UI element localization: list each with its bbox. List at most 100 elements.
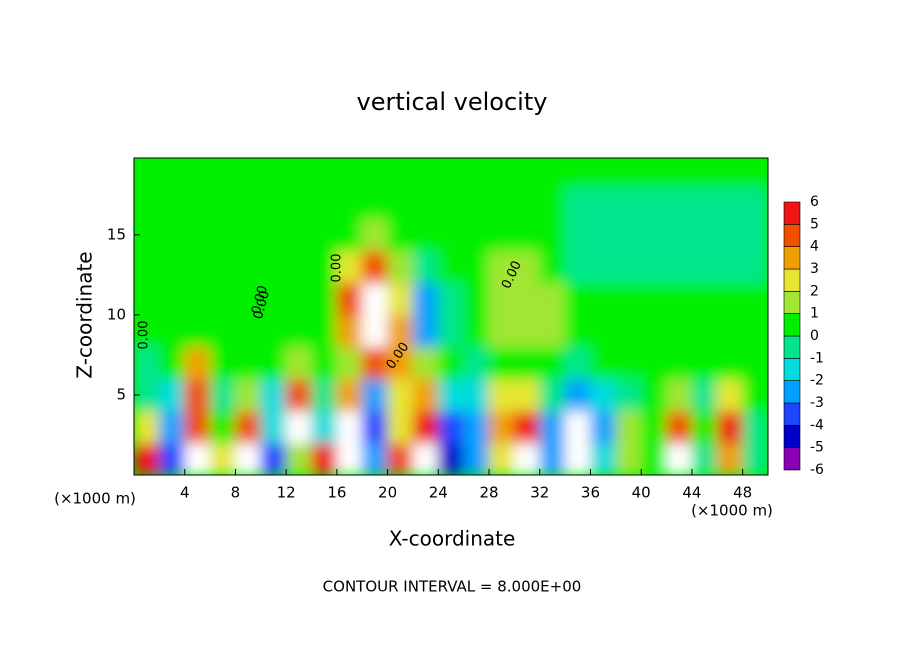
cell xyxy=(134,346,160,380)
cell xyxy=(311,158,338,188)
cell xyxy=(234,218,262,252)
cell xyxy=(640,378,668,412)
cell xyxy=(716,314,744,348)
cell xyxy=(691,186,718,220)
cell xyxy=(564,346,591,380)
cell xyxy=(234,158,262,188)
cell xyxy=(666,250,693,284)
cell xyxy=(158,314,186,348)
cell xyxy=(463,218,490,252)
cell xyxy=(134,250,160,284)
cell xyxy=(742,186,768,220)
cell xyxy=(666,346,693,380)
cell xyxy=(615,410,642,444)
cell xyxy=(285,378,313,412)
y-axis-title: Z-coordinate xyxy=(73,251,97,378)
y-tick-label: 10 xyxy=(107,305,126,323)
cell xyxy=(691,346,718,380)
cell xyxy=(666,282,693,316)
cell xyxy=(260,158,287,188)
cell xyxy=(716,158,744,188)
colorbar-tick-label: 1 xyxy=(810,306,819,322)
cell xyxy=(336,158,363,188)
cell xyxy=(361,218,389,252)
cell xyxy=(742,158,768,188)
cell xyxy=(387,186,414,220)
cell xyxy=(742,346,768,380)
cell xyxy=(716,282,744,316)
colorbar-swatch xyxy=(783,201,801,225)
colorbar-tick-label: -5 xyxy=(810,440,824,456)
cell xyxy=(716,218,744,252)
cell xyxy=(209,218,236,252)
cell xyxy=(463,158,490,188)
cell xyxy=(311,314,338,348)
cell xyxy=(716,186,744,220)
x-axis-title: X-coordinate xyxy=(389,527,516,551)
cell xyxy=(539,218,566,252)
cell xyxy=(336,218,363,252)
cell xyxy=(615,282,642,316)
x-tick-label: 32 xyxy=(530,484,549,502)
cell xyxy=(134,442,160,475)
footer-note: CONTOUR INTERVAL = 8.000E+00 xyxy=(323,578,582,596)
cell xyxy=(158,158,186,188)
cell xyxy=(387,314,414,348)
cell xyxy=(412,158,439,188)
cell xyxy=(361,378,389,412)
cell xyxy=(666,378,693,412)
cell xyxy=(513,250,541,284)
cell xyxy=(361,314,389,348)
colorbar-tick-label: -4 xyxy=(810,417,824,433)
cell xyxy=(285,346,313,380)
cell xyxy=(134,282,160,316)
cell xyxy=(158,282,186,316)
cell xyxy=(184,410,211,444)
cell xyxy=(666,218,693,252)
cell xyxy=(488,346,515,380)
cell xyxy=(742,218,768,252)
cell xyxy=(564,250,591,284)
colorbar-tick-label: -2 xyxy=(810,373,824,389)
cell xyxy=(437,158,465,188)
cell xyxy=(336,442,363,475)
cell xyxy=(539,346,566,380)
cell xyxy=(589,158,617,188)
colorbar-swatch xyxy=(783,224,801,247)
cell xyxy=(285,442,313,475)
colorbar-tick-label: 0 xyxy=(810,328,819,344)
cell xyxy=(260,410,287,444)
cell xyxy=(564,378,591,412)
cell xyxy=(691,158,718,188)
cell xyxy=(209,282,236,316)
cell xyxy=(463,282,490,316)
cell xyxy=(412,442,439,475)
cell xyxy=(488,218,515,252)
y-tick-label: 5 xyxy=(116,385,126,403)
cell xyxy=(336,282,363,316)
cell xyxy=(234,442,262,475)
colorbar-tick-label: -3 xyxy=(810,395,824,411)
cell xyxy=(589,250,617,284)
cell xyxy=(564,442,591,475)
colorbar-swatch xyxy=(783,268,801,292)
cell xyxy=(691,442,718,475)
cell xyxy=(437,346,465,380)
cell xyxy=(615,314,642,348)
cell xyxy=(742,250,768,284)
cell xyxy=(513,282,541,316)
cell xyxy=(184,314,211,348)
cell xyxy=(513,158,541,188)
cell xyxy=(437,378,465,412)
colorbar-swatch xyxy=(783,447,801,471)
cell xyxy=(184,378,211,412)
cell xyxy=(640,158,668,188)
cell xyxy=(336,378,363,412)
cell xyxy=(412,378,439,412)
cell xyxy=(285,158,313,188)
x-tick-label: 4 xyxy=(180,484,190,502)
cell xyxy=(488,186,515,220)
colorbar-swatch xyxy=(783,335,801,359)
cell xyxy=(361,442,389,475)
